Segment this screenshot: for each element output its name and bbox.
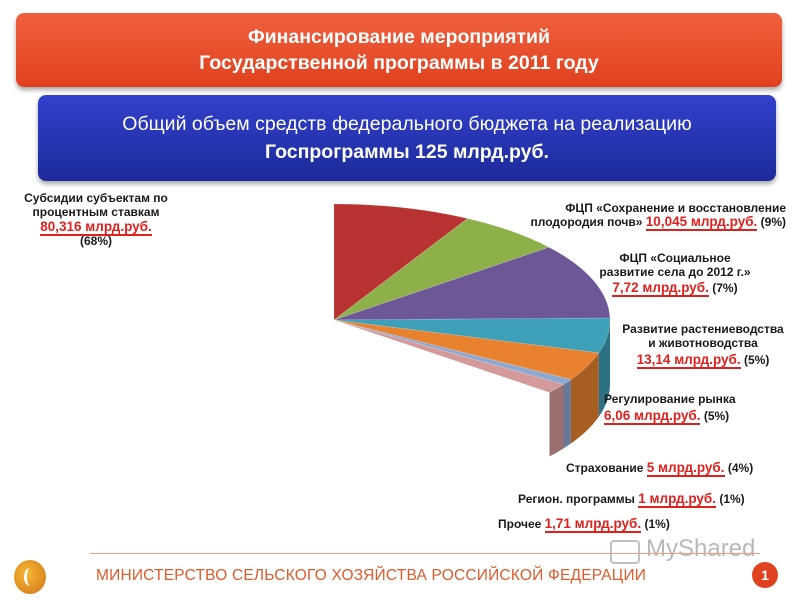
label-market-text1: Регулирование рынка <box>604 392 736 406</box>
label-regional-value: 1 млрд.руб. <box>638 491 716 508</box>
label-subsidies-value: 80,316 млрд.руб. <box>40 219 152 236</box>
label-soil-value: 10,045 млрд.руб. <box>645 214 758 231</box>
label-insurance-value: 5 млрд.руб. <box>646 460 725 477</box>
label-market: Регулирование рынка 6,06 млрд.руб. (5%) <box>604 392 764 425</box>
pie-slice-6 <box>333 319 572 385</box>
label-crops: Развитие растениеводства и животноводств… <box>608 322 798 369</box>
label-village-text1: ФЦП «Социальное <box>619 251 731 265</box>
pie-side-7 <box>549 384 564 457</box>
pie-slice-3 <box>333 246 611 321</box>
label-regional-pct: (1%) <box>719 492 745 506</box>
label-other: Прочее 1,71 млрд.руб. (1%) <box>498 516 768 533</box>
label-subsidies-pct: (68%) <box>79 234 112 248</box>
label-market-pct: (5%) <box>703 409 730 423</box>
label-crops-text1: Развитие растениеводства <box>622 322 784 336</box>
label-insurance-text1: Страхование <box>566 461 644 475</box>
pie-slice-5 <box>333 319 600 380</box>
label-other-value: 1,71 млрд.руб. <box>544 516 642 533</box>
pie-slice-7 <box>333 319 565 393</box>
label-soil-pct: (9%) <box>760 215 786 229</box>
label-village-text2: развитие села до 2012 г.» <box>599 265 751 279</box>
label-village: ФЦП «Социальное развитие села до 2012 г.… <box>580 251 770 297</box>
label-subsidies-text2: процентным ставкам <box>32 205 160 219</box>
label-village-value: 7,72 млрд.руб. <box>612 280 709 297</box>
label-soil: ФЦП «Сохранение и восстановление плодоро… <box>486 201 786 231</box>
label-village-pct: (7%) <box>712 281 738 295</box>
subtitle-banner: Общий объем средств федерального бюджета… <box>38 95 776 181</box>
label-crops-pct: (5%) <box>744 353 770 367</box>
pie-side-5 <box>570 352 599 444</box>
pie-slice-4 <box>333 317 611 354</box>
pie-slice-2 <box>333 218 550 321</box>
title-line-2: Государственной программы в 2011 году <box>199 52 599 74</box>
title-line-1: Финансирование мероприятий <box>248 26 550 48</box>
pie-side-6 <box>563 379 571 449</box>
label-subsidies-text1: Субсидии субъектам по <box>24 191 168 205</box>
label-crops-value: 13,14 млрд.руб. <box>636 352 741 369</box>
title-banner: Финансирование мероприятий Государственн… <box>16 13 782 87</box>
ministry-logo-icon <box>14 560 46 594</box>
label-regional-text1: Регион. программы <box>518 492 635 506</box>
label-subsidies: Субсидии субъектам по процентным ставкам… <box>6 191 186 248</box>
label-soil-text1: ФЦП «Сохранение и восстановление <box>565 201 786 215</box>
watermark-icon <box>610 540 640 564</box>
footer-divider <box>90 553 760 554</box>
label-other-text1: Прочее <box>498 517 542 531</box>
watermark-text: MyShared <box>646 535 756 562</box>
label-insurance-pct: (4%) <box>727 461 754 475</box>
label-market-value: 6,06 млрд.руб. <box>604 408 701 425</box>
page-number-badge: 1 <box>752 562 778 588</box>
ministry-name: МИНИСТЕРСТВО СЕЛЬСКОГО ХОЗЯЙСТВА РОССИЙС… <box>96 567 647 584</box>
pie-slice-0 <box>333 319 550 393</box>
pie-side-4 <box>598 320 610 417</box>
pie-slice-1 <box>333 203 469 321</box>
label-insurance: Страхование 5 млрд.руб. (4%) <box>566 460 786 477</box>
label-regional: Регион. программы 1 млрд.руб. (1%) <box>518 491 788 508</box>
label-crops-text2: и животноводства <box>648 336 758 350</box>
label-soil-text2: плодородия почв» <box>530 215 643 229</box>
subtitle-line-1: Общий объем средств федерального бюджета… <box>122 113 692 135</box>
label-other-pct: (1%) <box>644 517 670 531</box>
subtitle-line-2: Госпрограммы 125 млрд.руб. <box>265 141 549 163</box>
